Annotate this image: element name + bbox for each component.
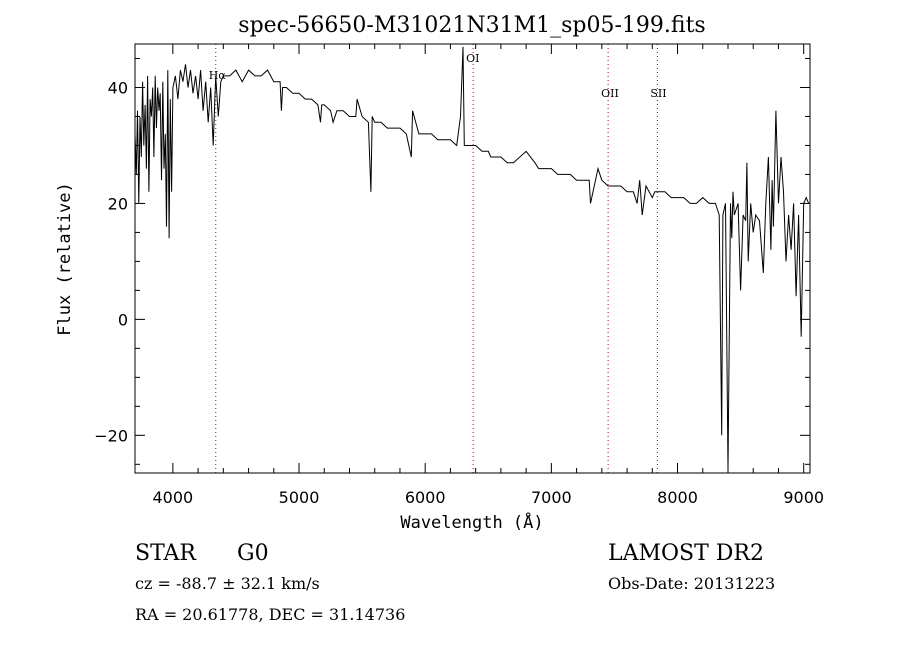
marker-label: SII: [650, 87, 666, 100]
redshift-text: cz = -88.7 ± 32.1 km/s: [135, 574, 320, 593]
coordinates-text: RA = 20.61778, DEC = 31.14736: [135, 605, 405, 624]
x-tick-label: 6000: [405, 488, 446, 507]
x-axis: 4000 5000 6000 7000 8000 9000: [152, 44, 824, 507]
obs-date-text: Obs-Date: 20131223: [608, 574, 775, 593]
survey-label: LAMOST DR2: [608, 541, 764, 566]
x-tick-label: 8000: [657, 488, 698, 507]
plot-clip-group: [135, 46, 810, 471]
x-tick-label: 4000: [152, 488, 193, 507]
object-class: STAR: [135, 541, 197, 566]
y-tick-label: 40: [108, 78, 128, 97]
x-tick-label: 7000: [531, 488, 572, 507]
x-axis-label: Wavelength (Å): [400, 511, 543, 533]
marker-label: OI: [466, 52, 479, 65]
x-tick-label: 5000: [279, 488, 320, 507]
x-tick-label: 9000: [783, 488, 824, 507]
plot-frame: [134, 43, 811, 474]
spectrum-line: [135, 46, 810, 471]
marker-label: OII: [601, 87, 619, 100]
y-axis-label: Flux (relative): [55, 182, 75, 336]
object-subclass: G0: [237, 541, 269, 566]
y-tick-label: 0: [118, 310, 128, 329]
y-tick-label: 20: [108, 194, 128, 213]
y-tick-label: −20: [94, 426, 128, 445]
chart-title: spec-56650-M31021N31M1_sp05-199.fits: [238, 13, 705, 38]
y-axis: −20 0 20 40: [94, 57, 810, 465]
